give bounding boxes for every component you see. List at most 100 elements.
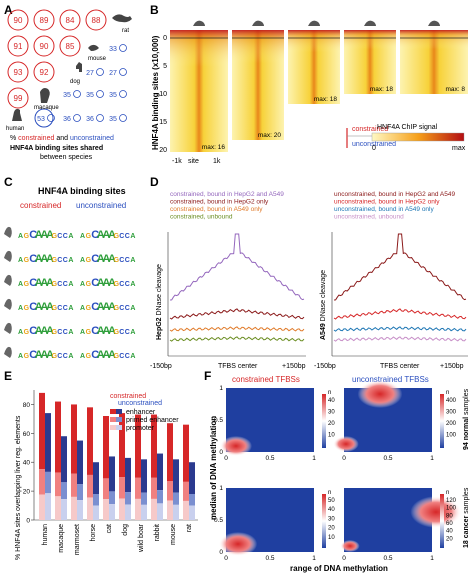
constrained-value: 90: [40, 42, 49, 51]
bar-constrained-promoter: [87, 497, 93, 520]
bar-constrained-promoter: [71, 496, 77, 520]
panel-f-ylabel: median of DNA methylation: [209, 416, 218, 520]
panel-e-chart: % HNF4A sites overlapping liver reg. ele…: [15, 390, 198, 560]
dnase-trace: [169, 308, 305, 320]
bar-constrained-primed: [71, 473, 77, 497]
unconstrained-value: 27: [109, 70, 117, 77]
bar-unconstrained-promoter: [189, 505, 195, 520]
motif-letter: A: [35, 301, 43, 313]
macaque-icon: [40, 88, 50, 103]
category-label: rabbit: [154, 524, 161, 542]
panel-d-legend-right-item: unconstrained, bound in A549 only: [334, 206, 434, 213]
caption-constrained: constrained: [18, 135, 54, 142]
motif-letter: A: [102, 301, 110, 313]
bar-unconstrained-promoter: [77, 500, 83, 520]
motif-letter: G: [114, 353, 120, 360]
constrained-value: 99: [14, 94, 23, 103]
motif-letter: A: [80, 305, 85, 312]
f-xtick: 0.5: [265, 555, 274, 562]
f-ytick: 1: [219, 385, 223, 392]
density-hotspot: [220, 436, 252, 456]
motif-letter: A: [80, 353, 85, 360]
motif-letter: A: [35, 253, 43, 265]
motif-letter: C: [125, 353, 130, 360]
f-xtick: 0: [342, 455, 346, 462]
bar-constrained-enhancer: [55, 401, 61, 473]
constrained-circle: [7, 9, 29, 31]
bar-unconstrained-promoter: [157, 503, 163, 520]
f-xtick: 0: [224, 455, 228, 462]
dog-icon: [76, 62, 82, 72]
colorbar-n-label: n: [446, 490, 449, 496]
motif-letter: A: [18, 257, 23, 264]
unconstrained-value: 35: [63, 92, 71, 99]
caption-pct: %: [10, 135, 18, 142]
motif-letter: A: [108, 301, 116, 313]
bar-constrained-enhancer: [135, 414, 141, 478]
bar-unconstrained-primed: [141, 492, 147, 505]
panel-b-ylabel: HNF4A binding sites (x10,000): [151, 35, 160, 150]
panel-b-ytick: 15: [159, 119, 167, 126]
motif-letter: C: [119, 257, 124, 264]
f-xtick: 1: [312, 555, 316, 562]
density-colorbar: [322, 394, 326, 448]
panel-d-left-ylabel: HepG2 DNase cleavage: [156, 264, 163, 340]
panel-c-title: HNF4A binding sites: [38, 186, 126, 196]
motif-letter: G: [52, 233, 58, 240]
motif-letter: A: [40, 229, 48, 241]
motif-letter: C: [119, 281, 124, 288]
bar-unconstrained-enhancer: [189, 462, 195, 494]
bar-unconstrained-primed: [77, 484, 83, 501]
panel-f-xlabel: range of DNA methylation: [290, 564, 388, 573]
panel-label-e: E: [4, 369, 12, 383]
label-dog: dog: [70, 79, 80, 85]
bar-constrained-primed: [39, 469, 45, 495]
panel-b-ytick: 10: [159, 91, 167, 98]
motif-letter: G: [24, 233, 30, 240]
motif-letter: A: [102, 325, 110, 337]
ytick-label: 80: [23, 402, 31, 409]
motif-letter: A: [18, 233, 23, 240]
bar-unconstrained-enhancer: [109, 456, 115, 492]
panel-b-colorbar-min: 0: [372, 145, 376, 152]
f-ytick: 0: [219, 549, 223, 556]
motif-letter: C: [29, 301, 37, 313]
bar-constrained-primed: [167, 481, 173, 501]
colorbar-n-label: n: [446, 390, 449, 396]
density-hotspot: [357, 380, 403, 408]
motif-letter: C: [29, 253, 37, 265]
bar-unconstrained-primed: [93, 494, 99, 506]
panel-d-xtick: -150bp: [314, 363, 336, 370]
density-colorbar: [322, 494, 326, 548]
bar-unconstrained-enhancer: [61, 436, 67, 483]
panel-c-unconstrained: unconstrained: [76, 201, 126, 210]
label-rat: rat: [122, 28, 129, 34]
motif-letter: A: [35, 325, 43, 337]
motif-letter: A: [46, 253, 54, 265]
panel-a-species-circles: 90 89 84 88 91 90 85 93 92 99 33 27 27 35 35 35 53 36 36 35: [7, 9, 127, 128]
motif-letter: C: [57, 305, 62, 312]
panel-f-row1-label: 94 normal samples: [463, 388, 470, 450]
bar-unconstrained-promoter: [61, 499, 67, 520]
colorbar-tick: 100: [446, 506, 457, 512]
category-label: marmoset: [74, 524, 81, 555]
heatmap-max-label: max: 18: [314, 96, 338, 103]
colorbar-tick: 40: [446, 529, 453, 535]
motif-letter: A: [40, 253, 48, 265]
bar-unconstrained-enhancer: [141, 459, 147, 493]
colorbar-tick: 20: [328, 526, 335, 532]
motif-letter: C: [91, 253, 99, 265]
dnase-trace: [333, 326, 467, 332]
f-xtick: 0.5: [265, 455, 274, 462]
motif-letter: A: [97, 349, 105, 361]
f-ytick: 0.5: [214, 417, 223, 424]
panel-d-legend-right-item: unconstrained, bound in HepG2 and A549: [334, 191, 455, 198]
motif-letter: G: [86, 305, 92, 312]
motif-letter: A: [108, 277, 116, 289]
f-xtick: 0: [342, 555, 346, 562]
colorbar-tick: 60: [446, 521, 453, 527]
motif-letter: C: [119, 353, 124, 360]
panel-b-xtick: site: [188, 158, 199, 165]
f-xtick: 1: [430, 455, 434, 462]
bar-constrained-primed: [87, 474, 93, 498]
